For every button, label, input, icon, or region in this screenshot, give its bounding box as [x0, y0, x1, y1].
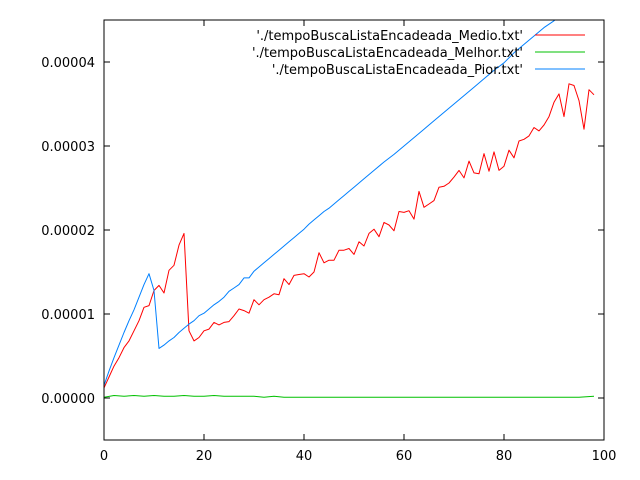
x-tick-label: 40	[296, 449, 313, 464]
series-line-0	[104, 83, 595, 389]
y-tick-label: 0.00001	[41, 308, 95, 323]
plot-frame	[103, 19, 605, 441]
series-line-2	[104, 20, 556, 386]
legend-label-2: './tempoBuscaListaEncadeada_Pior.txt'	[272, 63, 523, 78]
y-tick-label: 0.00003	[41, 140, 95, 155]
series-line-1	[104, 395, 595, 398]
x-tick-label: 0	[100, 449, 108, 464]
x-tick-label: 60	[396, 449, 413, 464]
y-tick-label: 0.00004	[41, 56, 95, 71]
x-tick-label: 80	[496, 449, 513, 464]
axes: 0 20 40 60 80 100 0.00000 0.00001 0.00002 0.00003…	[41, 20, 616, 464]
legend-label-0: './tempoBuscaListaEncadeada_Medio.txt'	[256, 29, 523, 44]
x-tick-label: 20	[196, 449, 213, 464]
y-tick-label: 0.00000	[41, 392, 95, 407]
y-tick-label: 0.00002	[41, 224, 95, 239]
series-layer	[104, 20, 595, 398]
legend: './tempoBuscaListaEncadeada_Medio.txt' '.…	[252, 29, 585, 78]
legend-label-1: './tempoBuscaListaEncadeada_Melhor.txt'	[252, 46, 523, 61]
x-tick-label: 100	[592, 449, 617, 464]
